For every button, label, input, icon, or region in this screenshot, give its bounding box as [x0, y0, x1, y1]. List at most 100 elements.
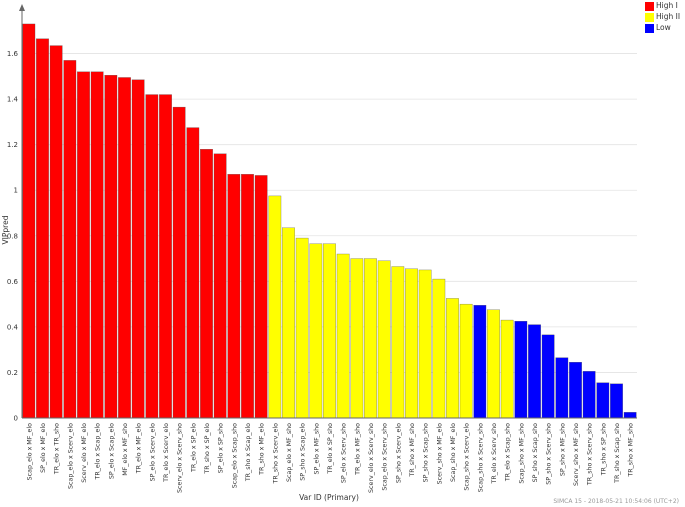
bar[interactable] — [541, 334, 555, 419]
x-tick-label: TR_elo x Scap_sho — [505, 423, 512, 482]
x-tick-label: TR_elo x Scerv_elo — [163, 423, 170, 483]
x-tick-label: Scerv_elo x Scerv_sho — [368, 423, 375, 493]
y-tick-label: 0.4 — [7, 323, 19, 331]
bar[interactable] — [268, 195, 282, 419]
bar[interactable] — [323, 243, 336, 419]
x-tick-label: Scap_sho x Scerv_elo — [464, 423, 471, 491]
bar[interactable] — [377, 260, 391, 419]
x-tick-label: TR_sho x Scerv_elo — [272, 423, 279, 485]
bar[interactable] — [500, 319, 514, 419]
bar[interactable] — [200, 149, 213, 419]
bar[interactable] — [213, 153, 227, 419]
bar[interactable] — [569, 362, 582, 419]
x-tick-label: TR_elo x SP_elo — [190, 423, 197, 473]
legend-label-high-1: High I — [656, 1, 678, 10]
x-tick-label: MF_elo x MF_sho — [122, 423, 129, 476]
bar[interactable] — [131, 79, 145, 419]
bar[interactable] — [90, 71, 104, 419]
bar[interactable] — [63, 60, 77, 419]
bar[interactable] — [528, 324, 541, 419]
x-tick-label: SP_sho x Scerv_elo — [395, 423, 402, 483]
y-tick-label: 1.6 — [7, 50, 19, 58]
y-tick-label: 0.2 — [7, 369, 18, 377]
y-tick-labels: 0 0.2 0.4 0.6 0.8 1 1.2 1.4 1.6 — [7, 50, 19, 422]
x-tick-label: TR_elo x MF_elo — [136, 423, 143, 474]
bar[interactable] — [104, 75, 118, 419]
x-tick-label: TR_sho x MF_sho — [628, 423, 635, 478]
bar[interactable] — [596, 382, 610, 419]
y-tick-label: 1.4 — [7, 96, 19, 104]
bar[interactable] — [610, 383, 623, 419]
x-tick-label: SP_elo x MF_elo — [40, 423, 47, 473]
bar[interactable] — [418, 269, 432, 419]
bar[interactable] — [623, 412, 637, 419]
legend-swatch-low — [645, 24, 654, 33]
legend-item-high-1[interactable]: High I — [643, 1, 685, 12]
bar[interactable] — [159, 94, 172, 419]
bar[interactable] — [432, 278, 446, 419]
bar[interactable] — [254, 175, 268, 419]
legend-label-low: Low — [656, 23, 671, 32]
bar[interactable] — [459, 303, 473, 419]
x-tick-label: SP_elo x SP_sho — [218, 423, 225, 473]
x-tick-label: TR_sho x MF_elo — [259, 423, 266, 476]
x-tick-label: SP_sho x Scap_sho — [423, 423, 430, 483]
bar[interactable] — [364, 258, 377, 419]
bar[interactable] — [22, 23, 36, 419]
x-tick-label: Scap_elo x Scerv_elo — [67, 423, 74, 489]
x-tick-label: TR_elo x Scerv_sho — [491, 423, 498, 485]
bar[interactable] — [282, 227, 295, 419]
bar[interactable] — [336, 253, 350, 419]
x-tick-label: TR_sho x Scap_elo — [245, 423, 252, 482]
x-tick-label: Scap_sho x Scerv_sho — [477, 423, 484, 492]
bar[interactable] — [446, 298, 459, 419]
x-tick-label: SP_sho x MF_sho — [559, 423, 566, 476]
x-tick-labels: Scap_elo x MF_elo SP_elo x MF_elo TR_elo x… — [26, 423, 634, 493]
y-tick-label: 0.8 — [7, 232, 18, 240]
x-tick-label: SP_elo x Scerv_sho — [341, 423, 348, 483]
bar[interactable] — [555, 357, 569, 419]
bar[interactable] — [77, 71, 90, 419]
x-axis-label: Var ID (Primary) — [299, 493, 359, 502]
bar[interactable] — [582, 371, 596, 419]
bar[interactable] — [405, 268, 418, 419]
x-tick-label: Scap_sho x MF_sho — [518, 423, 525, 484]
legend-item-low[interactable]: Low — [643, 23, 685, 34]
x-tick-label: TR_sho x Scap_sho — [614, 423, 621, 484]
bar[interactable] — [118, 77, 131, 419]
x-tick-label: Scap_elo x MF_sho — [286, 423, 293, 482]
x-tick-label: SP_elo x Scerv_elo — [149, 423, 156, 482]
x-tick-label: TR_sho x Scerv_sho — [587, 423, 594, 486]
y-tick-label: 0 — [14, 415, 18, 423]
x-tick-label: SP_elo x MF_sho — [313, 423, 320, 475]
bar[interactable] — [295, 237, 309, 419]
bar[interactable] — [172, 106, 186, 419]
x-tick-label: SP_sho x Scap_elo — [300, 423, 307, 481]
bar[interactable] — [186, 127, 200, 419]
x-tick-label: Scerv_sho x MF_sho — [573, 423, 580, 486]
bar[interactable] — [241, 174, 254, 419]
x-tick-label: Scerv_elo x Scerv_sho — [177, 423, 184, 493]
x-tick-label: Scap_elo x Scerv_sho — [382, 423, 389, 491]
bar[interactable] — [309, 243, 323, 419]
x-tick-label: TR_elo x MF_sho — [354, 423, 361, 476]
x-tick-label: Scap_elo x Scap_sho — [231, 423, 238, 488]
footer-timestamp: SIMCA 15 - 2018-05-21 10:54:06 (UTC+2) — [553, 498, 679, 505]
bar[interactable] — [49, 45, 63, 419]
bar[interactable] — [473, 305, 487, 419]
x-tick-label: Scerv_sho x MF_elo — [436, 423, 443, 484]
y-tick-label: 1 — [14, 187, 18, 195]
bar[interactable] — [227, 174, 241, 419]
bar[interactable] — [487, 309, 500, 419]
bars — [22, 23, 637, 419]
bar[interactable] — [145, 94, 159, 419]
bar[interactable] — [391, 266, 405, 419]
bar[interactable] — [514, 321, 528, 419]
bar[interactable] — [36, 38, 49, 419]
y-tick-label: 0.6 — [7, 278, 19, 286]
bar[interactable] — [350, 258, 364, 419]
x-tick-label: Scap_elo x MF_elo — [26, 423, 33, 480]
x-tick-label: TR_elo x Scap_elo — [95, 423, 102, 481]
legend-item-high-2[interactable]: High II — [643, 12, 685, 23]
